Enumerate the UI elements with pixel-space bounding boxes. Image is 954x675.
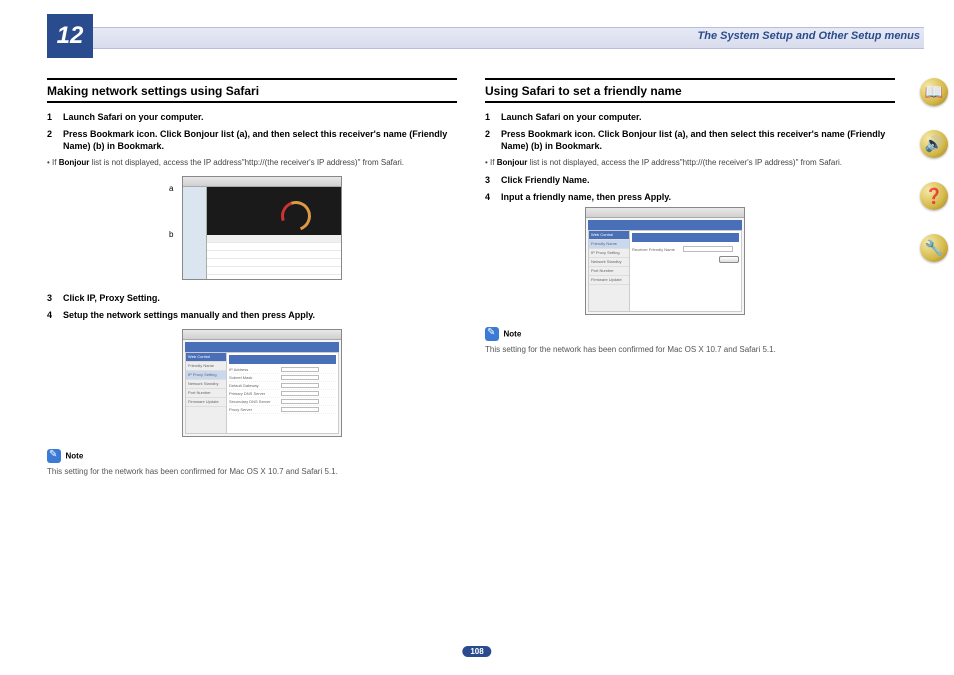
- note-text: This setting for the network has been co…: [485, 344, 895, 355]
- t: IP Address: [229, 367, 279, 372]
- t: IP Proxy Setting: [186, 371, 226, 380]
- step-number: 3: [485, 174, 501, 187]
- friendly-name-screenshot: Web Control Friendly Name IP Proxy Setti…: [585, 207, 745, 315]
- step: 2 Press Bookmark icon. Click Bonjour lis…: [47, 128, 457, 153]
- help-icon[interactable]: ❓: [920, 182, 948, 210]
- step-number: 4: [485, 191, 501, 204]
- t: Friendly Name: [589, 240, 629, 249]
- device-icon[interactable]: 🔊: [920, 130, 948, 158]
- note-text: This setting for the network has been co…: [47, 466, 457, 477]
- t: Web Control: [589, 231, 629, 240]
- t: Network Standby: [186, 380, 226, 389]
- safari-bookmarks-screenshot: [182, 176, 342, 280]
- t: If: [490, 158, 497, 167]
- t: list is not displayed, access the IP add…: [527, 158, 842, 167]
- step-number: 1: [485, 111, 501, 124]
- bullet-note: • If Bonjour list is not displayed, acce…: [485, 157, 895, 168]
- note-block: Note This setting for the network has be…: [485, 327, 895, 355]
- step-number: 3: [47, 292, 63, 305]
- step-text: Click IP, Proxy Setting.: [63, 292, 457, 305]
- step-number: 4: [47, 309, 63, 322]
- step-text: Launch Safari on your computer.: [501, 111, 895, 124]
- note-icon: [47, 449, 61, 463]
- side-nav-icons: 📖 🔊 ❓ 🔧: [920, 78, 950, 286]
- t: list is not displayed, access the IP add…: [89, 158, 404, 167]
- section-title-left: Making network settings using Safari: [47, 78, 457, 103]
- step-text: Click Friendly Name.: [501, 174, 895, 187]
- note-label: Note: [504, 330, 522, 339]
- note-block: Note This setting for the network has be…: [47, 449, 457, 477]
- step: 1 Launch Safari on your computer.: [47, 111, 457, 124]
- t: Bonjour: [497, 158, 528, 167]
- step: 1 Launch Safari on your computer.: [485, 111, 895, 124]
- t: Default Gateway: [229, 383, 279, 388]
- t: If: [52, 158, 59, 167]
- t: Bonjour: [59, 158, 90, 167]
- step: 2 Press Bookmark icon. Click Bonjour lis…: [485, 128, 895, 153]
- page-number: 108: [462, 646, 491, 657]
- t: Web Control: [186, 353, 226, 362]
- header-title: The System Setup and Other Setup menus: [698, 30, 921, 42]
- t: Friendly Name: [186, 362, 226, 371]
- step-number: 2: [485, 128, 501, 153]
- step: 3 Click IP, Proxy Setting.: [47, 292, 457, 305]
- step-number: 1: [47, 111, 63, 124]
- step-text: Input a friendly name, then press Apply.: [501, 191, 895, 204]
- chapter-number: 12: [47, 14, 93, 58]
- section-title-right: Using Safari to set a friendly name: [485, 78, 895, 103]
- right-column: Using Safari to set a friendly name 1 La…: [485, 78, 895, 355]
- bullet-note: • If Bonjour list is not displayed, acce…: [47, 157, 457, 168]
- step-text: Press Bookmark icon. Click Bonjour list …: [63, 128, 457, 153]
- t: Firmware Update: [589, 276, 629, 285]
- callout-b: b: [169, 230, 173, 239]
- step: 4 Input a friendly name, then press Appl…: [485, 191, 895, 204]
- note-label: Note: [66, 452, 84, 461]
- note-icon: [485, 327, 499, 341]
- t: Subnet Mask: [229, 375, 279, 380]
- t: IP Proxy Setting: [589, 249, 629, 258]
- step: 3 Click Friendly Name.: [485, 174, 895, 187]
- t: Primary DNS Server: [229, 391, 279, 396]
- t: Receiver Friendly Name: [632, 247, 675, 252]
- step-text: Setup the network settings manually and …: [63, 309, 457, 322]
- t: Secondary DNS Server: [229, 399, 279, 404]
- ip-proxy-screenshot: Web Control Friendly Name IP Proxy Setti…: [182, 329, 342, 437]
- tools-icon[interactable]: 🔧: [920, 234, 948, 262]
- screenshot-1-wrap: a b: [47, 176, 457, 280]
- t: Proxy Server: [229, 407, 279, 412]
- step: 4 Setup the network settings manually an…: [47, 309, 457, 322]
- book-icon[interactable]: 📖: [920, 78, 948, 106]
- step-number: 2: [47, 128, 63, 153]
- t: Port Number: [589, 267, 629, 276]
- t: Firmware Update: [186, 398, 226, 407]
- step-text: Launch Safari on your computer.: [63, 111, 457, 124]
- t: Network Standby: [589, 258, 629, 267]
- callout-a: a: [169, 184, 173, 193]
- left-column: Making network settings using Safari 1 L…: [47, 78, 457, 477]
- t: Port Number: [186, 389, 226, 398]
- step-text: Press Bookmark icon. Click Bonjour list …: [501, 128, 895, 153]
